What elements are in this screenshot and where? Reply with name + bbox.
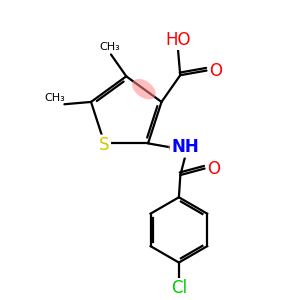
Text: O: O [207, 160, 220, 178]
Ellipse shape [132, 79, 156, 99]
Text: HO: HO [165, 31, 191, 49]
Text: S: S [99, 136, 110, 154]
Ellipse shape [168, 139, 198, 156]
Text: CH₃: CH₃ [45, 93, 65, 103]
Text: O: O [209, 61, 223, 80]
Text: Cl: Cl [171, 279, 187, 297]
Text: NH: NH [171, 138, 199, 156]
Text: CH₃: CH₃ [99, 42, 120, 52]
